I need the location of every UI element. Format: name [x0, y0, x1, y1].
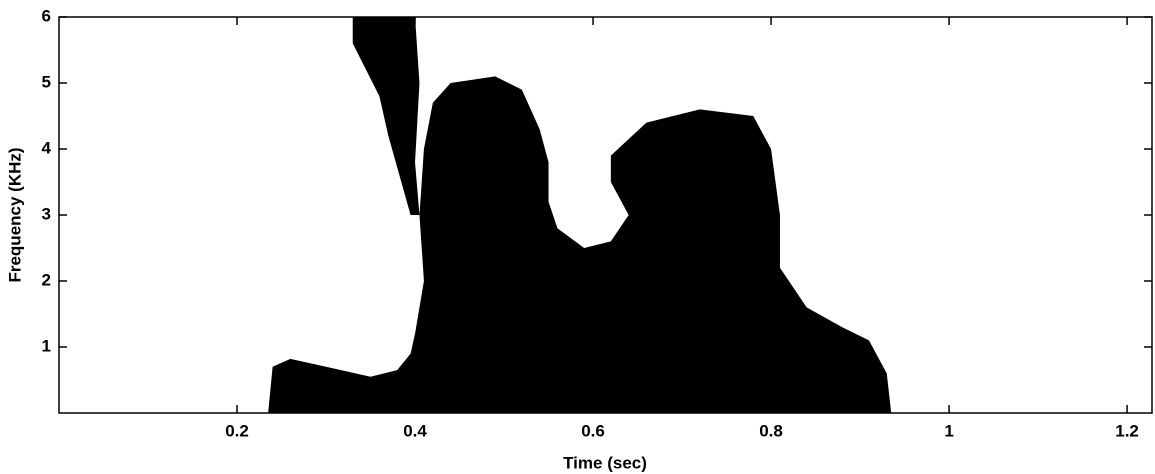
y-tick-label: 1 [42, 336, 51, 355]
y-axis-label: Frequency (KHz) [5, 147, 24, 282]
x-tick-label: 0.4 [403, 421, 427, 440]
spectral-region [352, 17, 420, 215]
x-tick-label: 0.2 [225, 421, 249, 440]
y-tick-label: 3 [42, 204, 51, 223]
x-tick-label: 0.8 [759, 421, 783, 440]
y-tick-label: 6 [42, 6, 51, 25]
x-tick-label: 0.6 [581, 421, 605, 440]
x-tick-label: 1 [944, 421, 953, 440]
y-tick-label: 4 [42, 138, 52, 157]
spectral-region [268, 76, 892, 414]
y-tick-label: 5 [42, 72, 51, 91]
x-tick-label: 1.2 [1115, 421, 1139, 440]
x-axis-label: Time (sec) [563, 453, 647, 472]
y-tick-label: 2 [42, 270, 51, 289]
